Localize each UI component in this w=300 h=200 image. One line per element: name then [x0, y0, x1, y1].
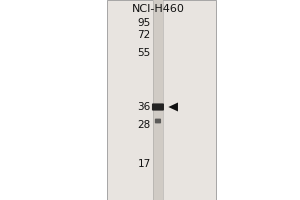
Text: 28: 28 — [137, 120, 151, 130]
Text: 55: 55 — [137, 48, 151, 58]
Bar — [106, 0, 216, 200]
Text: 36: 36 — [137, 102, 151, 112]
Text: 17: 17 — [137, 159, 151, 169]
Text: NCI-H460: NCI-H460 — [131, 4, 184, 14]
Bar — [153, 0, 163, 200]
FancyBboxPatch shape — [155, 119, 161, 123]
Text: 95: 95 — [137, 18, 151, 28]
FancyBboxPatch shape — [152, 103, 164, 111]
Polygon shape — [168, 103, 178, 111]
Text: 72: 72 — [137, 30, 151, 40]
